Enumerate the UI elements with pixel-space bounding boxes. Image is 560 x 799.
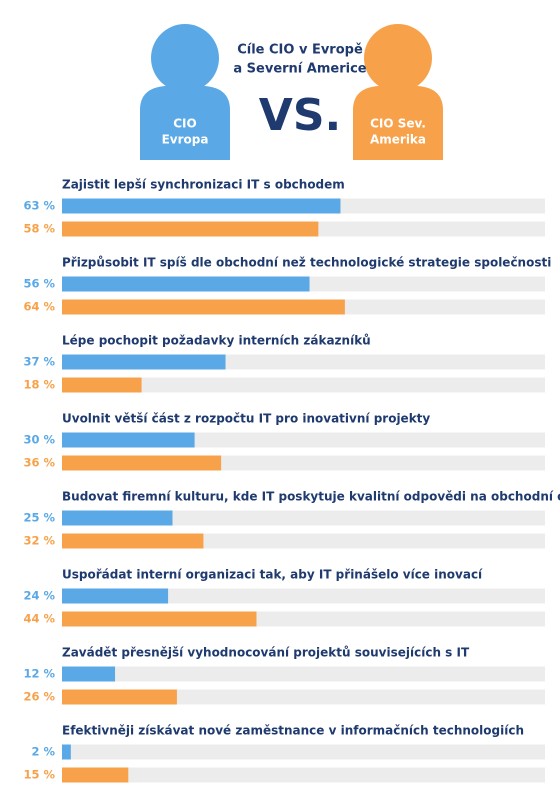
bar-track — [62, 689, 545, 705]
bar — [62, 744, 71, 760]
value-label: 63 % — [23, 199, 55, 213]
value-label: 25 % — [23, 511, 55, 525]
bar — [62, 354, 226, 370]
chart-title: Cíle CIO v Evropě — [237, 43, 363, 58]
bar — [62, 510, 173, 526]
value-label: 37 % — [23, 355, 55, 369]
value-label: 30 % — [23, 433, 55, 447]
bar — [62, 432, 195, 448]
category-label: Budovat firemní kulturu, kde IT poskytuj… — [62, 490, 560, 504]
value-label: 12 % — [23, 667, 55, 681]
category-label: Zajistit lepší synchronizaci IT s obchod… — [62, 178, 345, 192]
bar-track — [62, 377, 545, 393]
bar — [62, 276, 310, 292]
value-label: 26 % — [23, 690, 55, 704]
legend-label: Amerika — [370, 133, 426, 147]
legend-label: CIO — [173, 117, 196, 131]
bar — [62, 767, 129, 783]
bar-track — [62, 744, 545, 760]
value-label: 15 % — [23, 768, 55, 782]
value-label: 56 % — [23, 277, 55, 291]
value-label: 44 % — [23, 612, 55, 626]
value-label: 18 % — [23, 378, 55, 392]
value-label: 32 % — [23, 534, 55, 548]
bar-track — [62, 767, 545, 783]
bar-track — [62, 666, 545, 682]
value-label: 64 % — [23, 300, 55, 314]
bar-track — [62, 510, 545, 526]
category-label: Lépe pochopit požadavky interních zákazn… — [62, 334, 371, 348]
bar — [62, 689, 177, 705]
category-label: Uvolnit větší část z rozpočtu IT pro ino… — [62, 412, 430, 426]
bar — [62, 611, 257, 627]
bar — [62, 221, 319, 237]
category-label: Přizpůsobit IT spíš dle obchodní než tec… — [62, 256, 551, 270]
chart-title: a Severní Americe — [233, 62, 366, 77]
person-america — [353, 24, 443, 160]
person-europe — [140, 24, 230, 160]
bar — [62, 533, 204, 549]
value-label: 24 % — [23, 589, 55, 603]
bar — [62, 666, 116, 682]
legend-label: CIO Sev. — [370, 117, 426, 131]
bar-track — [62, 588, 545, 604]
value-label: 58 % — [23, 222, 55, 236]
bar — [62, 299, 345, 315]
value-label: 2 % — [31, 745, 55, 759]
category-label: Zavádět přesnější vyhodnocování projektů… — [62, 646, 470, 660]
category-label: Uspořádat interní organizaci tak, aby IT… — [62, 568, 483, 582]
bar — [62, 377, 142, 393]
category-label: Efektivněji získávat nové zaměstnance v … — [62, 724, 524, 738]
bar — [62, 588, 169, 604]
legend-label: Evropa — [162, 133, 209, 147]
vs-label: VS. — [259, 90, 341, 141]
bar — [62, 198, 341, 214]
bar — [62, 455, 222, 471]
value-label: 36 % — [23, 456, 55, 470]
